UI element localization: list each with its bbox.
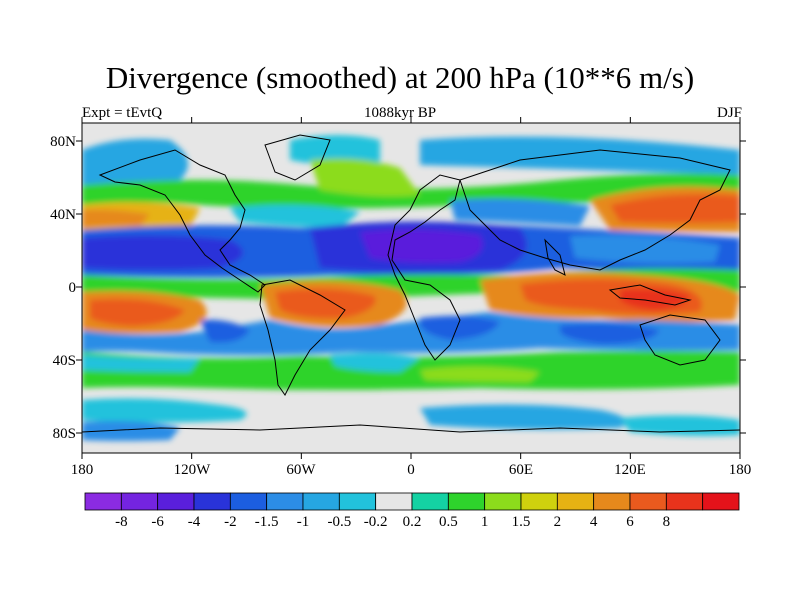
divergence-field (82, 123, 740, 453)
colorbar-tick-label: -1.5 (255, 514, 279, 530)
plot-title: Divergence (smoothed) at 200 hPa (10**6 … (105, 60, 695, 95)
colorbar-swatch (84, 492, 122, 511)
colorbar-tick-label: 0.5 (439, 514, 458, 530)
colorbar-swatch (193, 492, 231, 511)
colorbar-tick-label: -8 (115, 514, 128, 530)
lon-label-180w: 180 (71, 462, 94, 478)
lon-label-180e: 180 (729, 462, 752, 478)
colorbar-swatch (447, 492, 486, 511)
longitude-labels: 180 120W 60W 0 60E 120E 180 (71, 462, 752, 478)
colorbar-swatch (120, 492, 159, 511)
colorbar-swatch (375, 492, 413, 511)
colorbar-swatch (629, 492, 667, 511)
colorbar-tick-label: 0.2 (403, 514, 422, 530)
lon-label-60e: 60E (509, 462, 533, 478)
colorbar-swatch (229, 492, 268, 511)
lat-label-0: 0 (69, 280, 77, 296)
colorbar-tick-label: 8 (663, 514, 671, 530)
colorbar-tick-label: 4 (590, 514, 598, 530)
time-label: 1088kyr BP (363, 105, 437, 121)
colorbar (84, 492, 740, 511)
colorbar-labels: -8 -6 -4 -2 -1.5 -1 -0.5 -0.2 0.2 0.5 1 1.5 2 4 6 8 (115, 514, 670, 530)
colorbar-tick-label: -0.5 (327, 514, 351, 530)
experiment-label: Expt = tEvtQ (82, 105, 163, 121)
lat-label-80s: 80S (53, 426, 76, 442)
colorbar-swatch (556, 492, 595, 511)
colorbar-tick-label: 1 (481, 514, 489, 530)
coastlines (82, 134, 740, 433)
lon-label-60w: 60W (286, 462, 316, 478)
colorbar-swatch (411, 492, 449, 511)
colorbar-swatch (665, 492, 704, 511)
colorbar-swatch (266, 492, 304, 511)
lon-label-120w: 120W (174, 462, 212, 478)
colorbar-tick-label: 1.5 (512, 514, 531, 530)
lat-label-40n: 40N (50, 207, 76, 223)
colorbar-swatch (157, 492, 195, 511)
colorbar-tick-label: -0.2 (364, 514, 388, 530)
season-label: DJF (716, 105, 742, 121)
lon-label-0: 0 (407, 462, 415, 478)
colorbar-tick-label: -4 (188, 514, 201, 530)
latitude-labels: 80N 40N 0 40S 80S (50, 134, 76, 442)
colorbar-swatch (593, 492, 631, 511)
colorbar-swatch (520, 492, 558, 511)
colorbar-swatch (484, 492, 522, 511)
lat-label-80n: 80N (50, 134, 76, 150)
colorbar-tick-label: 6 (626, 514, 634, 530)
lat-label-40s: 40S (53, 353, 76, 369)
colorbar-tick-label: -6 (151, 514, 164, 530)
colorbar-tick-label: -1 (297, 514, 310, 530)
colorbar-swatch (302, 492, 340, 511)
axis-ticks (76, 117, 746, 459)
lon-label-120e: 120E (614, 462, 646, 478)
colorbar-swatch (702, 492, 740, 511)
colorbar-tick-label: 2 (554, 514, 562, 530)
colorbar-swatch (338, 492, 377, 511)
colorbar-tick-label: -2 (224, 514, 237, 530)
